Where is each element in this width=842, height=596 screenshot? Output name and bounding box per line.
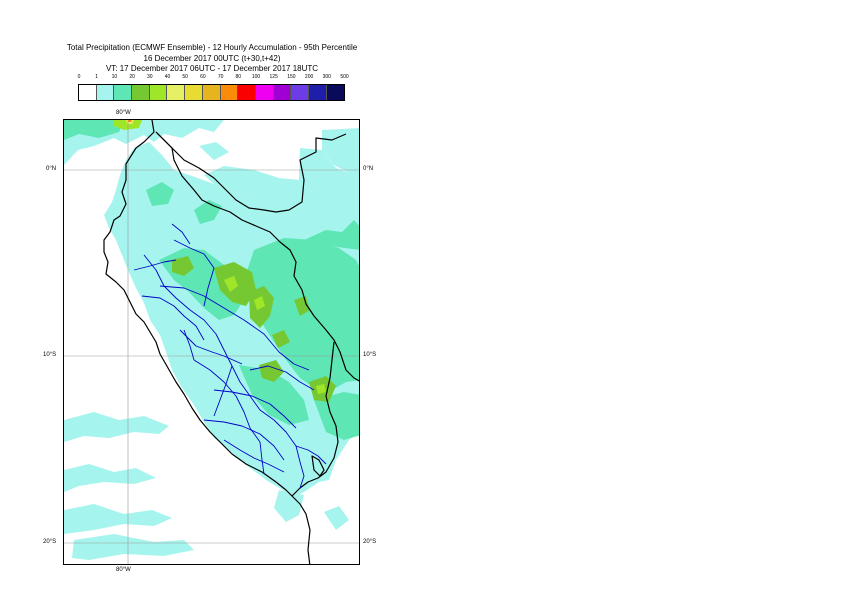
legend-swatch xyxy=(202,85,221,100)
legend-label: 70 xyxy=(217,74,224,80)
legend-swatch xyxy=(308,85,327,100)
map-title: Total Precipitation (ECMWF Ensemble) - 1… xyxy=(66,43,358,52)
legend-label: 10 xyxy=(111,74,118,80)
admin-borders xyxy=(133,223,327,489)
legend-swatch xyxy=(114,85,133,100)
lat-label-0-left: 0°N xyxy=(46,166,57,172)
legend-label: 30 xyxy=(147,74,153,80)
lat-label-10-left: 10°S xyxy=(43,352,57,358)
lat-label-20-right: 20°S xyxy=(363,539,377,545)
legend-swatch xyxy=(291,85,309,100)
legend-label: 60 xyxy=(200,74,206,80)
legend-swatch xyxy=(220,85,239,100)
legend-swatch xyxy=(96,85,115,100)
legend-swatch xyxy=(79,85,97,100)
legend-swatch xyxy=(149,85,168,100)
legend-label: 20 xyxy=(129,74,135,80)
legend-label: 150 xyxy=(287,74,296,80)
legend-swatch xyxy=(185,85,203,100)
lon-label-top: 80°W xyxy=(116,110,131,116)
legend-label: 0 xyxy=(77,74,81,80)
legend-label: 300 xyxy=(322,74,331,80)
legend-label: 125 xyxy=(269,74,278,80)
legend-label: 500 xyxy=(340,74,349,80)
legend-label: 100 xyxy=(251,74,261,80)
valid-time: VT: 17 December 2017 06UTC - 17 December… xyxy=(105,64,319,73)
legend-label: 200 xyxy=(304,74,314,80)
legend-swatch xyxy=(255,85,274,100)
lat-label-20-left: 20°S xyxy=(43,539,57,545)
legend-label: 50 xyxy=(182,74,188,80)
lon-label-bottom: 80°W xyxy=(116,567,131,573)
legend-swatch xyxy=(273,85,292,100)
base-time: 16 December 2017 00UTC (t+30,t+42) xyxy=(143,54,281,63)
legend-swatch xyxy=(238,85,256,100)
legend-label: 1 xyxy=(95,74,99,80)
legend-bar xyxy=(78,84,346,101)
legend-swatch xyxy=(167,85,186,100)
coastline-borders xyxy=(103,120,359,564)
map-canvas xyxy=(64,120,359,564)
graticule xyxy=(64,120,359,564)
lat-label-10-right: 10°S xyxy=(363,352,377,358)
legend-swatch xyxy=(132,85,150,100)
legend-label: 80 xyxy=(235,74,242,80)
legend-swatch xyxy=(326,85,345,100)
legend-label: 40 xyxy=(164,74,171,80)
lat-label-0-right: 0°N xyxy=(363,166,374,172)
precipitation-map xyxy=(63,119,360,565)
